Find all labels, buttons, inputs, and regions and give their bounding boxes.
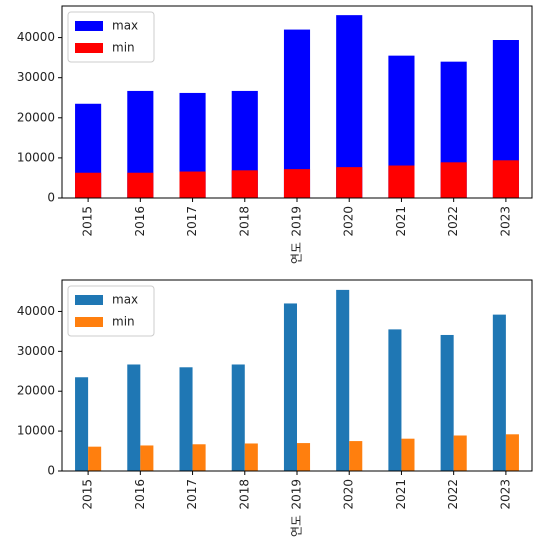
legend-swatch (75, 21, 103, 31)
x-tick-label: 2015 (81, 206, 95, 237)
bar (192, 444, 206, 471)
bar (75, 377, 89, 471)
y-tick-label: 30000 (17, 70, 55, 84)
legend: max min (67, 11, 155, 63)
bar (244, 443, 258, 471)
x-axis-label: 연도 (290, 242, 304, 264)
x-tick-label: 2019 (290, 206, 304, 237)
x-tick-label: 2023 (498, 479, 512, 510)
bar (231, 364, 245, 471)
bar (440, 162, 467, 198)
axes-frame (61, 279, 533, 472)
bar (492, 160, 519, 198)
bar (75, 172, 102, 198)
y-tick-label: 40000 (17, 30, 55, 44)
x-tick-label: 2020 (342, 479, 356, 510)
bar (179, 367, 193, 471)
bar (283, 303, 297, 471)
x-tick-label: 2017 (185, 479, 199, 510)
bar (401, 438, 415, 471)
legend-swatch (75, 295, 103, 305)
y-tick-label: 0 (47, 464, 55, 478)
x-tick-label: 2020 (342, 206, 356, 237)
legend-frame (67, 11, 155, 63)
x-tick-label: 2018 (237, 206, 251, 237)
y-tick-label: 40000 (17, 304, 55, 318)
bar (297, 443, 311, 471)
legend-frame (67, 285, 155, 337)
legend-label: max (112, 19, 138, 33)
bar (492, 314, 506, 471)
bar (140, 445, 154, 471)
legend-label: min (112, 315, 135, 329)
x-axis-label: 연도 (290, 515, 304, 537)
bar (231, 170, 258, 198)
legend-swatch (75, 317, 103, 327)
y-tick-label: 10000 (17, 424, 55, 438)
bar (88, 446, 102, 471)
x-tick-label: 2021 (394, 206, 408, 237)
legend-swatch (75, 43, 103, 53)
y-tick-label: 20000 (17, 110, 55, 124)
bar (388, 165, 415, 198)
bar (388, 329, 402, 471)
bar (349, 441, 363, 471)
bar (453, 435, 467, 471)
x-tick-label: 2015 (81, 479, 95, 510)
x-tick-label: 2019 (290, 479, 304, 510)
bar (127, 172, 154, 198)
legend: max min (67, 285, 155, 337)
y-tick-label: 20000 (17, 384, 55, 398)
bar (336, 289, 350, 471)
legend-label: min (112, 41, 135, 55)
x-tick-label: 2023 (498, 206, 512, 237)
y-tick-label: 30000 (17, 344, 55, 358)
x-tick-label: 2017 (185, 206, 199, 237)
x-tick-label: 2016 (133, 479, 147, 510)
x-tick-label: 2022 (446, 206, 460, 237)
x-tick-label: 2021 (394, 479, 408, 510)
x-tick-label: 2016 (133, 206, 147, 237)
bar (127, 364, 141, 471)
y-tick-label: 10000 (17, 150, 55, 164)
bar (336, 167, 363, 198)
legend-label: max (112, 293, 138, 307)
bar (440, 334, 454, 471)
axes-frame (61, 5, 533, 199)
x-tick-label: 2022 (446, 479, 460, 510)
x-tick-label: 2018 (237, 479, 251, 510)
bar (505, 434, 519, 471)
bar (179, 171, 206, 198)
bar (283, 169, 311, 198)
y-tick-label: 0 (47, 191, 55, 205)
